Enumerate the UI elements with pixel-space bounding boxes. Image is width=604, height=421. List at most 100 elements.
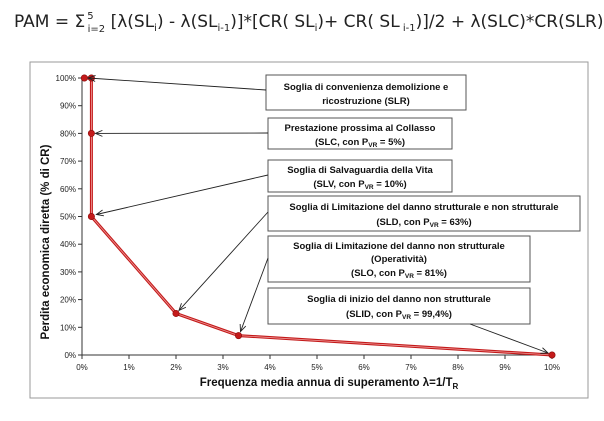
annotation-arrow <box>96 174 269 215</box>
annotation-arrowhead <box>239 323 247 333</box>
formula: PAM = Σ 5 i=2 [λ(SLi) - λ(SLi-1)]*[CR( SLi… <box>14 11 603 35</box>
annotation-line2-a: (SLC, con P <box>315 137 369 148</box>
annotation-slo: Soglia di Limitazione del danno non stru… <box>267 235 531 283</box>
annotation-line2: (SLO, con PVR = 81%) <box>351 268 447 280</box>
annotation-line1: Prestazione prossima al Collasso <box>284 123 435 134</box>
x-tick-label: 10% <box>544 363 560 372</box>
annotation-line2-b: = 99,4%) <box>411 309 452 320</box>
y-tick-label: 10% <box>60 323 76 332</box>
annotation-box <box>267 117 453 150</box>
annotation-line2-a: (SLV, con P <box>313 179 365 190</box>
x-tick-label: 5% <box>311 363 323 372</box>
annotation-box <box>267 235 531 283</box>
x-tick-label: 1% <box>123 363 135 372</box>
y-tick-label: 30% <box>60 268 76 277</box>
annotation-sld: Soglia di Limitazione del danno struttur… <box>267 195 581 232</box>
x-tick-label: 2% <box>170 363 182 372</box>
formula-sub-i: i <box>154 23 157 34</box>
formula-sub-i-2: i <box>315 23 318 34</box>
annotation-arrowhead <box>178 303 187 312</box>
annotation-arrowhead <box>87 75 96 82</box>
annotation-line2-a: (SLID, con P <box>346 309 403 320</box>
annotation-arrow <box>469 323 549 354</box>
annotation-arrow <box>240 257 269 332</box>
data-point <box>87 129 95 137</box>
annotation-line2-sub: VR <box>402 314 411 321</box>
annotation-arrowhead <box>95 209 104 217</box>
annotation-box <box>267 287 531 325</box>
annotation-arrowhead <box>94 129 103 137</box>
annotation-arrow <box>178 211 269 311</box>
annotation-line1: Soglia di convenienza demolizione e <box>284 82 449 93</box>
y-tick-label: 50% <box>60 213 76 222</box>
data-point <box>235 332 243 340</box>
formula-sigma: Σ <box>75 12 86 32</box>
formula-sub-im1: i-1 <box>217 23 230 34</box>
x-axis-title-sub: R <box>452 382 458 391</box>
y-tick-label: 20% <box>60 296 76 305</box>
arrow-layer <box>87 75 550 354</box>
x-tick-label: 8% <box>452 363 464 372</box>
annotation-slc: Prestazione prossima al Collasso (SLC, c… <box>267 117 453 150</box>
y-tick-label: 70% <box>60 157 76 166</box>
annotation-line2: (SLID, con PVR = 99,4%) <box>346 309 452 321</box>
y-tick-label: 0% <box>64 351 76 360</box>
x-tick-label: 0% <box>76 363 88 372</box>
annotation-slv: Soglia di Salvaguardia della Vita (SLV, … <box>267 159 453 193</box>
annotation-line2-sub: VR <box>430 222 439 229</box>
formula-sub-im1-2: i-1 <box>400 23 416 34</box>
annotation-box <box>265 74 467 111</box>
formula-sigma-lower: i=2 <box>88 24 106 35</box>
annotation-arrowhead <box>540 347 550 354</box>
annotation-line1: Soglia di Limitazione del danno non stru… <box>293 241 505 252</box>
x-axis-title-main: Frequenza media annua di superamento λ=1… <box>200 377 453 389</box>
formula-body-c: )]*[CR( SL <box>230 12 315 32</box>
annotation-line2-a: (SLO, con P <box>351 268 406 279</box>
annotation-slid: Soglia di inizio del danno non struttura… <box>267 287 531 325</box>
annotation-line2-sub: VR <box>368 142 377 149</box>
annotation-arrow <box>88 77 267 91</box>
annotation-line2-sub: VR <box>365 184 374 191</box>
annotation-line2-b: = 81%) <box>414 268 447 279</box>
y-tick-label: 40% <box>60 240 76 249</box>
annotation-layer: Soglia di convenienza demolizione e rico… <box>265 74 581 325</box>
annotation-line1: Soglia di inizio del danno non struttura… <box>307 294 491 305</box>
formula-body-b: ) - λ(SL <box>157 12 218 32</box>
annotation-box <box>267 195 581 232</box>
x-tick-label: 6% <box>358 363 370 372</box>
data-point <box>548 351 556 359</box>
y-axis-title: Perdita economica diretta (% di CR) <box>40 144 52 339</box>
annotation-line2: (SLC, con PVR = 5%) <box>315 137 405 149</box>
annotation-line1: Soglia di Limitazione del danno struttur… <box>289 202 558 213</box>
data-point <box>87 213 95 221</box>
formula-body-a: [λ(SL <box>105 12 155 32</box>
annotation-line2-b: = 5%) <box>377 137 405 148</box>
annotation-line2-b: = 63%) <box>439 217 472 228</box>
annotation-slr: Soglia di convenienza demolizione e rico… <box>265 74 467 111</box>
x-tick-label: 3% <box>217 363 229 372</box>
annotation-line2-b: = 10%) <box>374 179 407 190</box>
x-ticks: 0% 1% 2% 3% 4% 5% 6% 7% 8% 9% 10% <box>76 355 560 372</box>
x-tick-label: 9% <box>499 363 511 372</box>
x-tick-label: 4% <box>264 363 276 372</box>
y-tick-label: 90% <box>60 102 76 111</box>
y-ticks: 0% 10% 20% 30% 40% 50% 60% 70% 80% 90% 100% <box>56 74 82 360</box>
y-tick-label: 60% <box>60 185 76 194</box>
x-axis-title: Frequenza media annua di superamento λ=1… <box>200 377 459 391</box>
x-tick-label: 7% <box>405 363 417 372</box>
annotation-line1b: (Operatività) <box>371 254 427 265</box>
data-point <box>172 309 180 317</box>
y-tick-label: 100% <box>56 74 76 83</box>
formula-body-d: )+ CR( SL <box>317 12 400 32</box>
data-point <box>80 74 88 82</box>
formula-body-e: )]/2 + λ(SLC)*CR(SLR) <box>416 12 604 32</box>
annotation-box <box>267 159 453 193</box>
annotation-line2-a: (SLD, con P <box>376 217 430 228</box>
annotation-line2: (SLD, con PVR = 63%) <box>376 217 471 229</box>
annotation-line2: (SLV, con PVR = 10%) <box>313 179 406 191</box>
formula-lead: PAM = <box>14 12 75 32</box>
annotation-line1: Soglia di Salvaguardia della Vita <box>287 165 433 176</box>
y-tick-label: 80% <box>60 129 76 138</box>
annotation-line2: ricostruzione (SLR) <box>322 96 410 107</box>
